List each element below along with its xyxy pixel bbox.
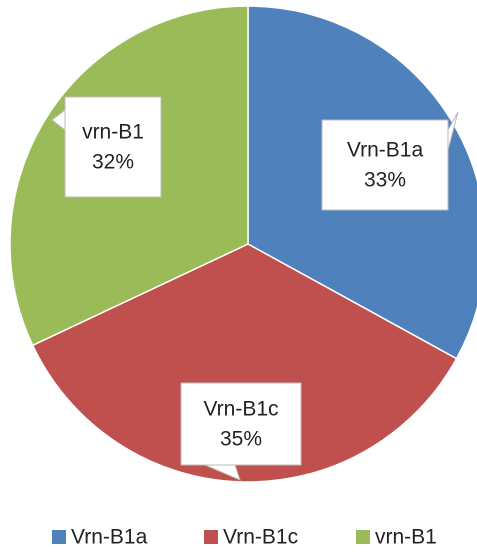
pie-slice xyxy=(31,243,458,483)
label-pointer xyxy=(447,111,459,151)
label-box xyxy=(321,119,449,211)
legend-swatch xyxy=(52,530,66,544)
legend-label: Vrn-B1a xyxy=(71,526,148,549)
label-box xyxy=(180,382,302,466)
data-label-name: Vrn-B1a xyxy=(347,139,424,162)
legend-label: Vrn-B1c xyxy=(223,526,298,549)
data-label-value: 33% xyxy=(364,169,406,192)
data-label-value: 32% xyxy=(92,151,134,174)
data-label-value: 35% xyxy=(220,428,262,451)
data-label-name: vrn-B1 xyxy=(82,121,144,144)
label-pointer xyxy=(51,108,66,132)
label-box xyxy=(64,96,162,198)
data-label-name: Vrn-B1c xyxy=(203,398,278,421)
label-pointer xyxy=(204,464,241,481)
legend-swatch xyxy=(356,530,370,544)
legend-swatch xyxy=(204,530,218,544)
legend-label: vrn-B1 xyxy=(375,526,437,549)
